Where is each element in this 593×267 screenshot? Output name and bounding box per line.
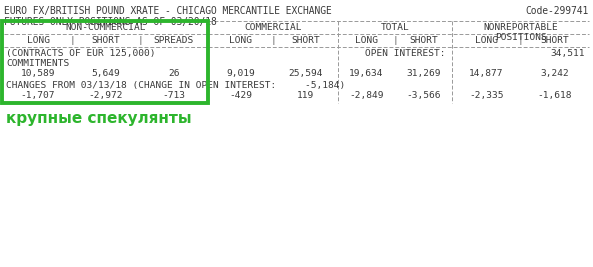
Text: SPREADS: SPREADS	[154, 36, 194, 45]
Text: SHORT: SHORT	[540, 36, 569, 45]
Text: 31,269: 31,269	[406, 69, 441, 78]
Text: -1,618: -1,618	[537, 91, 572, 100]
Text: LONG: LONG	[475, 36, 498, 45]
Text: 19,634: 19,634	[349, 69, 384, 78]
Text: COMMITMENTS: COMMITMENTS	[6, 59, 69, 68]
Text: LONG: LONG	[355, 36, 378, 45]
Text: FUTURES ONLY POSITIONS AS OF 03/20/18: FUTURES ONLY POSITIONS AS OF 03/20/18	[4, 17, 217, 27]
Text: POSITIONS: POSITIONS	[495, 33, 546, 42]
Text: NONREPORTABLE: NONREPORTABLE	[483, 23, 558, 32]
Text: -3,566: -3,566	[406, 91, 441, 100]
Text: OPEN INTEREST:: OPEN INTEREST:	[365, 49, 445, 58]
Text: 9,019: 9,019	[226, 69, 255, 78]
Text: -2,849: -2,849	[349, 91, 384, 100]
Text: |: |	[69, 36, 75, 45]
Text: 119: 119	[297, 91, 314, 100]
Text: COMMERCIAL: COMMERCIAL	[244, 23, 302, 32]
Text: крупные спекулянты: крупные спекулянты	[6, 111, 192, 126]
Text: 5,649: 5,649	[92, 69, 120, 78]
Text: 26: 26	[168, 69, 180, 78]
Text: TOTAL: TOTAL	[381, 23, 409, 32]
Text: 3,242: 3,242	[540, 69, 569, 78]
Text: -2,335: -2,335	[469, 91, 503, 100]
Text: LONG: LONG	[27, 36, 49, 45]
Text: 14,877: 14,877	[469, 69, 503, 78]
Text: 34,511: 34,511	[550, 49, 585, 58]
Text: |: |	[137, 36, 143, 45]
Text: |: |	[392, 36, 398, 45]
Text: Code-299741: Code-299741	[526, 6, 589, 16]
Text: 10,589: 10,589	[21, 69, 55, 78]
Text: 25,594: 25,594	[288, 69, 323, 78]
Text: CHANGES FROM 03/13/18 (CHANGE IN OPEN INTEREST:     -5,184): CHANGES FROM 03/13/18 (CHANGE IN OPEN IN…	[6, 81, 345, 90]
Text: |: |	[270, 36, 276, 45]
Text: EURO FX/BRITISH POUND XRATE - CHICAGO MERCANTILE EXCHANGE: EURO FX/BRITISH POUND XRATE - CHICAGO ME…	[4, 6, 331, 16]
Text: SHORT: SHORT	[409, 36, 438, 45]
Text: (CONTRACTS OF EUR 125,000): (CONTRACTS OF EUR 125,000)	[6, 49, 155, 58]
Text: NON-COMMERCIAL: NON-COMMERCIAL	[66, 23, 146, 32]
Text: -713: -713	[162, 91, 186, 100]
Text: LONG: LONG	[229, 36, 252, 45]
Text: |: |	[518, 36, 524, 45]
Text: -429: -429	[229, 91, 252, 100]
Text: -1,707: -1,707	[21, 91, 55, 100]
Text: SHORT: SHORT	[92, 36, 120, 45]
Text: -2,972: -2,972	[89, 91, 123, 100]
Text: SHORT: SHORT	[291, 36, 320, 45]
